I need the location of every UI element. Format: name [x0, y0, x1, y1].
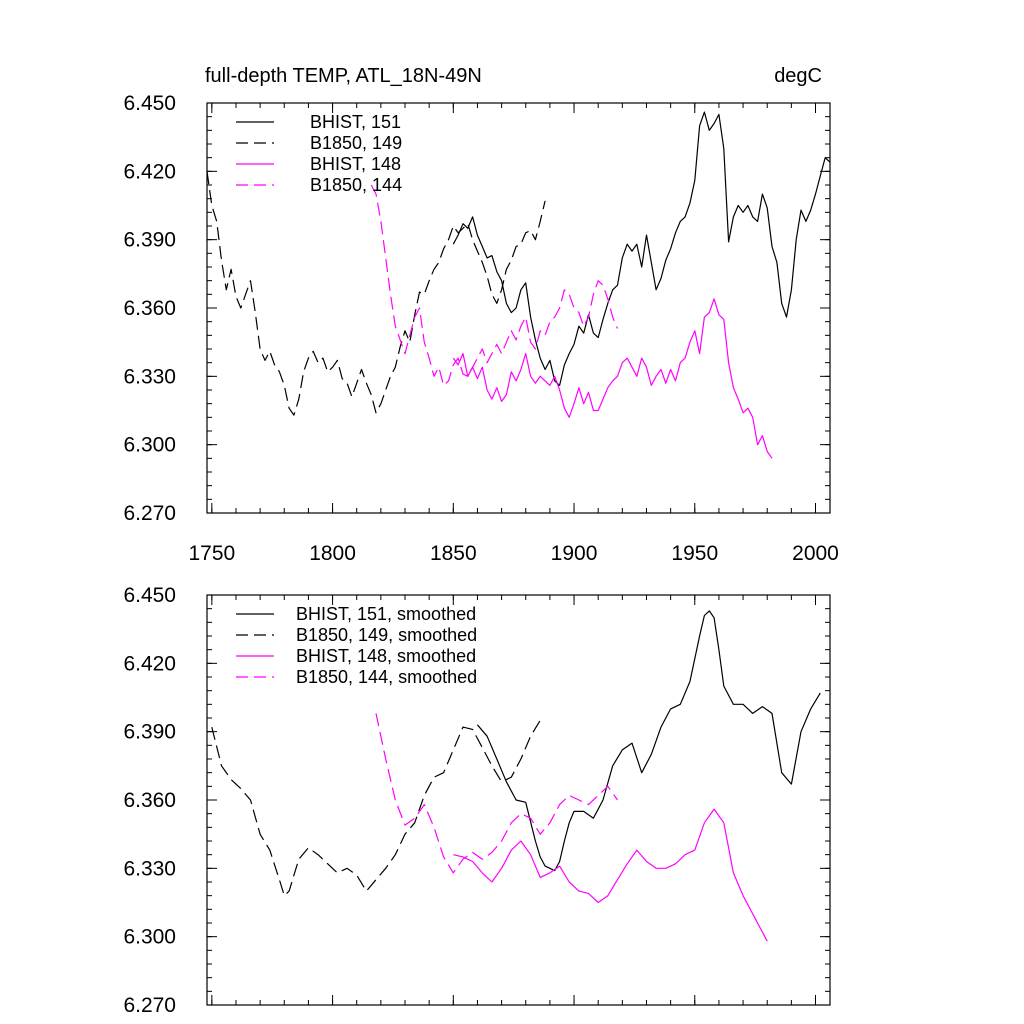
x-tick-label: 1900	[551, 542, 598, 565]
series-line	[476, 610, 821, 872]
series-line	[452, 298, 773, 459]
legend-label: B1850, 144	[310, 175, 402, 195]
legend-label: BHIST, 151, smoothed	[296, 604, 476, 624]
plot-frame	[206, 102, 831, 514]
series-line	[452, 111, 831, 386]
series-line	[206, 171, 546, 416]
chart-units: degC	[774, 65, 822, 87]
series-line	[375, 713, 618, 874]
y-tick-label: 6.270	[123, 994, 176, 1017]
legend-label: BHIST, 148, smoothed	[296, 646, 476, 666]
legend-label: B1850, 149	[310, 133, 402, 153]
y-tick-label: 6.300	[123, 926, 176, 949]
series-line	[370, 184, 619, 386]
y-tick-label: 6.450	[123, 92, 176, 115]
chart-title: full-depth TEMP, ATL_18N-49N	[205, 65, 482, 87]
plot-panel-bottom: 6.270 6.300 6.330 6.360 6.390 6.420 6.450 BHIST…	[123, 584, 831, 1017]
x-tick-label: 1950	[671, 542, 718, 565]
series-line	[453, 808, 768, 942]
plot-panel-top: 6.270 6.300 6.330 6.360 6.390 6.420 6.450 1750 1…	[123, 92, 838, 565]
legend-label: B1850, 144, smoothed	[296, 667, 477, 687]
x-tick-label: 1850	[430, 542, 477, 565]
x-tick-label: 1800	[309, 542, 356, 565]
y-tick-label: 6.330	[123, 365, 176, 388]
legend-label: B1850, 149, smoothed	[296, 625, 477, 645]
legend-label: BHIST, 151	[310, 112, 401, 132]
y-tick-label: 6.300	[123, 434, 176, 457]
y-tick-label: 6.420	[123, 652, 176, 675]
y-tick-label: 6.390	[123, 229, 176, 252]
y-tick-label: 6.330	[123, 857, 176, 880]
y-tick-label: 6.420	[123, 160, 176, 183]
y-tick-label: 6.360	[123, 297, 176, 320]
y-tick-label: 6.390	[123, 721, 176, 744]
series-line	[211, 719, 541, 897]
y-tick-label: 6.360	[123, 789, 176, 812]
x-tick-label: 1750	[188, 542, 235, 565]
y-tick-label: 6.270	[123, 502, 176, 525]
x-tick-label: 2000	[792, 542, 839, 565]
y-tick-label: 6.450	[123, 584, 176, 607]
legend-label: BHIST, 148	[310, 154, 401, 174]
